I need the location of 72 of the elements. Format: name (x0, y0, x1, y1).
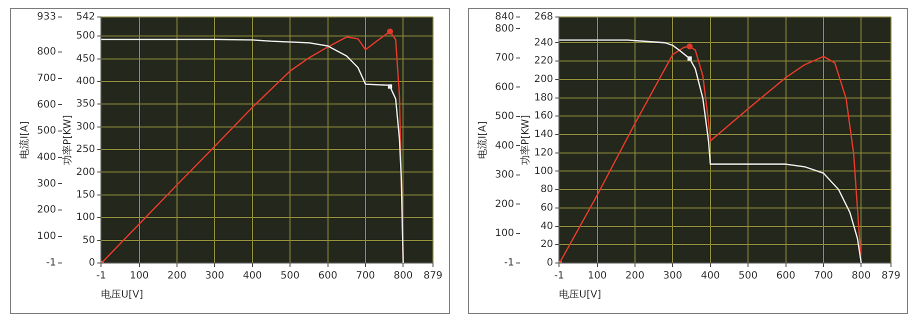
y2-tick-label: 80 (540, 184, 554, 196)
y2-tick-label: 180 (534, 92, 554, 104)
x-axis-title: 电压U[V] (559, 288, 602, 301)
y-tick-label: 700 (36, 72, 56, 84)
y2-tick-label: 400 (76, 76, 96, 88)
y2-tick-label: 450 (76, 53, 96, 64)
y2-tick-label: 350 (76, 98, 96, 110)
y-tick-label: 400 (36, 152, 56, 163)
x-tick-label: 600 (776, 270, 796, 282)
y-tick-label: 800 (494, 23, 514, 34)
x-tick-label: 879 (423, 270, 443, 282)
x-tick-label: 200 (167, 270, 187, 282)
y-axis-title: 电流I[A] (18, 121, 31, 159)
y2-tick-label: 100 (534, 166, 554, 177)
y-tick-label: -1 (504, 258, 514, 269)
y-tick-label: 100 (494, 228, 514, 240)
x-tick-label: 500 (280, 270, 300, 282)
y2-tick-label: 60 (540, 202, 554, 214)
y2-tick-label: 160 (534, 110, 554, 122)
x-tick-label: 400 (242, 270, 262, 282)
y2-tick-label: 542 (76, 12, 96, 23)
y2-tick-label: 300 (76, 121, 96, 132)
x-tick-label: -1 (554, 270, 564, 282)
y2-tick-label: 220 (534, 56, 554, 67)
y-tick-label: 200 (494, 198, 514, 210)
y2-tick-label: 200 (76, 166, 96, 178)
x-tick-label: 300 (663, 270, 682, 282)
y2-tick-label: 250 (76, 144, 96, 156)
y-tick-label: 800 (36, 46, 56, 58)
y2-tick-label: 100 (76, 212, 96, 224)
y-tick-label: -1 (46, 258, 56, 269)
y-tick-label: 300 (494, 170, 514, 181)
y-tick-label: 200 (36, 204, 56, 216)
y2-tick-label: 120 (534, 147, 554, 158)
y2-tick-label: 20 (540, 239, 554, 250)
y2-tick-label: 240 (534, 37, 554, 48)
y-tick-label: 400 (494, 140, 514, 152)
y-tick-label: 840 (494, 12, 514, 23)
x-tick-label: 800 (852, 270, 871, 282)
y-tick-label: 933 (36, 12, 56, 23)
x-tick-label: 200 (625, 270, 645, 282)
x-tick-label: 400 (700, 270, 720, 282)
y2-tick-label: 500 (76, 30, 96, 42)
x-axis-title: 电压U[V] (101, 288, 144, 301)
y2-tick-label: 0 (88, 258, 96, 269)
y2-tick-label: 150 (76, 190, 96, 201)
y2-axis-title: 功率P[KW] (520, 114, 532, 165)
y2-tick-label: 0 (546, 258, 554, 269)
x-tick-label: 879 (881, 270, 901, 282)
y2-tick-label: 40 (540, 220, 554, 232)
y2-axis-title: 功率P[KW] (62, 114, 74, 165)
y-tick-label: 600 (36, 99, 56, 110)
y2-tick-label: 268 (534, 12, 554, 23)
y-tick-label: 300 (36, 178, 56, 190)
x-tick-label: -1 (96, 270, 106, 282)
y2-tick-label: 200 (534, 74, 554, 86)
x-tick-label: 100 (588, 270, 607, 282)
y-tick-label: 100 (36, 230, 56, 242)
x-tick-label: 600 (318, 270, 338, 282)
y-axis-title: 电流I[A] (476, 121, 489, 159)
x-tick-label: 700 (814, 270, 834, 282)
y2-tick-label: 140 (534, 129, 554, 140)
y-tick-label: 700 (494, 52, 514, 64)
x-tick-label: 800 (394, 270, 413, 282)
x-tick-label: 300 (205, 270, 224, 282)
y-tick-label: 500 (36, 126, 56, 137)
x-tick-label: 100 (130, 270, 149, 282)
x-tick-label: 700 (356, 270, 376, 282)
y2-tick-label: 50 (82, 234, 96, 246)
y-tick-label: 600 (494, 82, 514, 93)
y-tick-label: 500 (494, 111, 514, 122)
x-tick-label: 500 (738, 270, 758, 282)
